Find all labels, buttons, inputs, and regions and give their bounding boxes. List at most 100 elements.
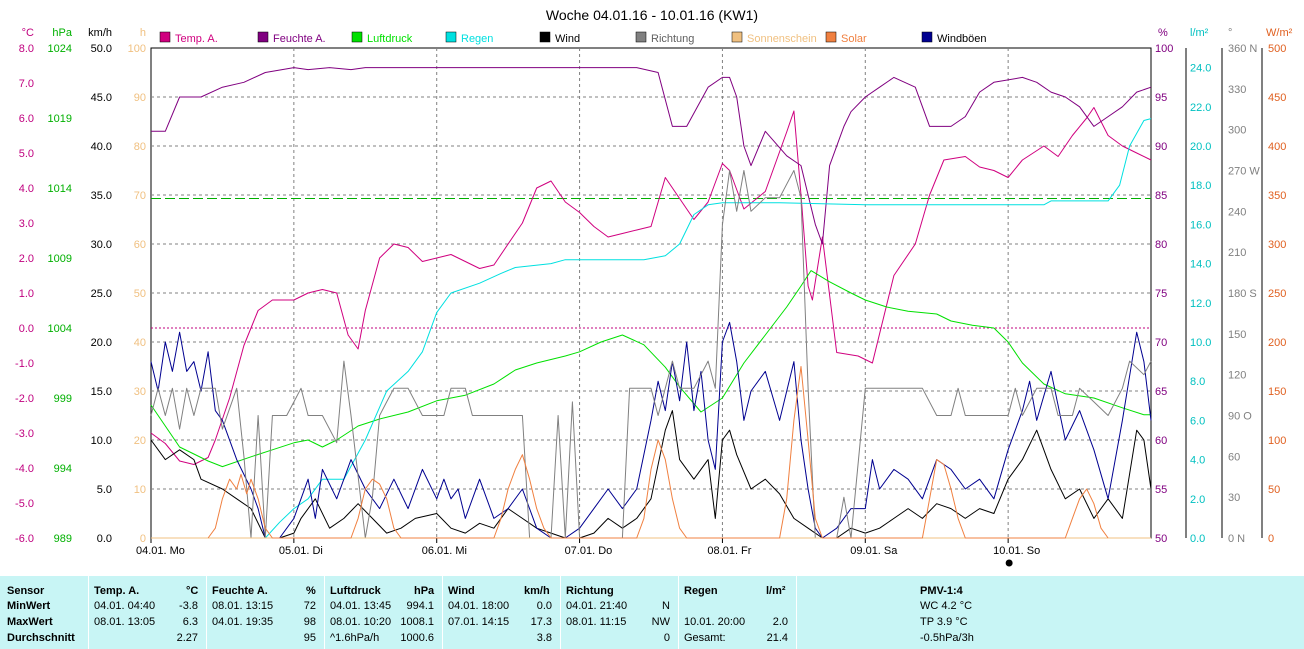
dir-min: N bbox=[662, 600, 670, 612]
axis-tick-pct: 85 bbox=[1155, 190, 1167, 202]
dir-max: NW bbox=[651, 616, 670, 628]
axis-tick-deg: 240 bbox=[1228, 206, 1246, 218]
axis-tick-deg: 90 O bbox=[1228, 411, 1252, 423]
dir-avg: 0 bbox=[663, 632, 670, 644]
rain-total: 21.4 bbox=[766, 632, 788, 644]
axis-tick-h: 50 bbox=[134, 288, 146, 300]
stats-header-sensor: Sensor bbox=[7, 585, 45, 597]
legend-label: Sonnenschein bbox=[747, 33, 817, 45]
hum-min-time: 08.01. 13:15 bbox=[212, 600, 274, 612]
weather-chart: Woche 04.01.16 - 10.01.16 (KW1) 04.01. Mo… bbox=[15, 7, 1293, 567]
axis-tick-wm2: 450 bbox=[1268, 92, 1286, 104]
axis-tick-temp: -1.0 bbox=[15, 358, 34, 370]
x-tick-label: 10.01. So bbox=[993, 545, 1040, 557]
axis-tick-deg: 180 S bbox=[1228, 288, 1257, 300]
pmv-trend: -0.5hPa/3h bbox=[920, 632, 974, 644]
axis-tick-pct: 55 bbox=[1155, 484, 1167, 496]
legend-swatch bbox=[351, 31, 363, 43]
axis-tick-pct: 100 bbox=[1155, 43, 1173, 55]
chart-title: Woche 04.01.16 - 10.01.16 (KW1) bbox=[546, 7, 758, 23]
axis-tick-rain: 14.0 bbox=[1190, 259, 1211, 271]
axis-tick-rain: 24.0 bbox=[1190, 63, 1211, 75]
axis-tick-kmh: 0.0 bbox=[97, 533, 112, 545]
x-tick-label: 08.01. Fr bbox=[707, 545, 751, 557]
axis-tick-deg: 150 bbox=[1228, 329, 1246, 341]
axis-unit-rain: l/m² bbox=[1190, 27, 1209, 39]
dir-min-time: 04.01. 21:40 bbox=[566, 600, 628, 612]
axis-tick-hpa: 994 bbox=[54, 463, 72, 475]
axis-tick-deg: 210 bbox=[1228, 247, 1246, 259]
stats-header-temp-unit: °C bbox=[186, 585, 199, 597]
axis-tick-deg: 30 bbox=[1228, 492, 1240, 504]
x-tick-label: 04.01. Mo bbox=[136, 545, 185, 557]
axis-tick-pct: 75 bbox=[1155, 288, 1167, 300]
temp-min-time: 04.01. 04:40 bbox=[94, 600, 156, 612]
legend-label: Regen bbox=[461, 33, 493, 45]
axis-tick-temp: -5.0 bbox=[15, 498, 34, 510]
rain-total-label: Gesamt: bbox=[684, 632, 726, 644]
axis-tick-kmh: 50.0 bbox=[91, 43, 112, 55]
legend-swatch bbox=[635, 31, 647, 43]
series-line-luftdruck bbox=[150, 270, 1151, 468]
axis-tick-temp: 7.0 bbox=[19, 78, 34, 90]
axis-tick-wm2: 50 bbox=[1268, 484, 1280, 496]
wind-avg: 3.8 bbox=[536, 632, 552, 644]
stats-header-hum: Feuchte A. bbox=[212, 585, 268, 597]
axis-tick-kmh: 45.0 bbox=[91, 92, 112, 104]
axis-tick-rain: 0.0 bbox=[1190, 533, 1205, 545]
axis-tick-kmh: 40.0 bbox=[91, 141, 112, 153]
axis-tick-temp: 1.0 bbox=[19, 288, 34, 300]
rain-max-time: 10.01. 20:00 bbox=[684, 616, 746, 628]
stats-header-dir: Richtung bbox=[566, 585, 614, 597]
axis-tick-wm2: 400 bbox=[1268, 141, 1286, 153]
press-max: 1008.1 bbox=[400, 616, 434, 628]
legend-swatch bbox=[159, 31, 171, 43]
axis-tick-rain: 20.0 bbox=[1190, 141, 1211, 153]
legend-label: Solar bbox=[841, 33, 867, 45]
axis-tick-temp: 4.0 bbox=[19, 183, 34, 195]
axis-tick-kmh: 30.0 bbox=[91, 239, 112, 251]
axis-tick-temp: 2.0 bbox=[19, 253, 34, 265]
rain-max: 2.0 bbox=[772, 616, 788, 628]
axis-tick-rain: 16.0 bbox=[1190, 219, 1211, 231]
press-min-time: 04.01. 13:45 bbox=[330, 600, 392, 612]
axis-tick-wm2: 250 bbox=[1268, 288, 1286, 300]
stats-panel bbox=[0, 576, 1304, 649]
axis-tick-h: 90 bbox=[134, 92, 146, 104]
axis-tick-h: 80 bbox=[134, 141, 146, 153]
legend-label: Wind bbox=[555, 33, 580, 45]
axis-tick-rain: 4.0 bbox=[1190, 455, 1205, 467]
moon-icon bbox=[1005, 559, 1013, 567]
hum-max: 98 bbox=[303, 616, 316, 628]
stats-header-press: Luftdruck bbox=[330, 585, 381, 597]
series-line-temp-a- bbox=[150, 107, 1152, 465]
axis-tick-temp: -3.0 bbox=[15, 428, 34, 440]
axis-tick-hpa: 999 bbox=[54, 393, 72, 405]
series-line-solar bbox=[207, 366, 1109, 539]
axis-tick-h: 100 bbox=[128, 43, 146, 55]
legend-swatch bbox=[445, 31, 457, 43]
axis-tick-wm2: 300 bbox=[1268, 239, 1286, 251]
axis-unit-temp: °C bbox=[22, 27, 34, 39]
x-tick-label: 05.01. Di bbox=[279, 545, 323, 557]
axis-tick-kmh: 20.0 bbox=[91, 337, 112, 349]
axis-tick-hpa: 1014 bbox=[48, 183, 72, 195]
axis-tick-rain: 12.0 bbox=[1190, 298, 1211, 310]
stats-row-max: MaxWert bbox=[7, 616, 53, 628]
axis-tick-pct: 90 bbox=[1155, 141, 1167, 153]
axis-tick-hpa: 1004 bbox=[48, 323, 72, 335]
axis-tick-rain: 6.0 bbox=[1190, 415, 1205, 427]
axis-tick-pct: 50 bbox=[1155, 533, 1167, 545]
axis-tick-wm2: 500 bbox=[1268, 43, 1286, 55]
stats-header-rain: Regen bbox=[684, 585, 718, 597]
axis-tick-hpa: 989 bbox=[54, 533, 72, 545]
axis-unit-deg: ° bbox=[1228, 27, 1232, 39]
temp-min: -3.8 bbox=[179, 600, 198, 612]
press-trend: ^1.6hPa/h bbox=[330, 632, 380, 644]
axis-tick-pct: 95 bbox=[1155, 92, 1167, 104]
axis-tick-hpa: 1024 bbox=[48, 43, 72, 55]
legend-label: Temp. A. bbox=[175, 33, 218, 45]
axis-tick-rain: 22.0 bbox=[1190, 102, 1211, 114]
legend-swatch bbox=[257, 31, 269, 43]
axis-tick-deg: 0 N bbox=[1228, 533, 1245, 545]
